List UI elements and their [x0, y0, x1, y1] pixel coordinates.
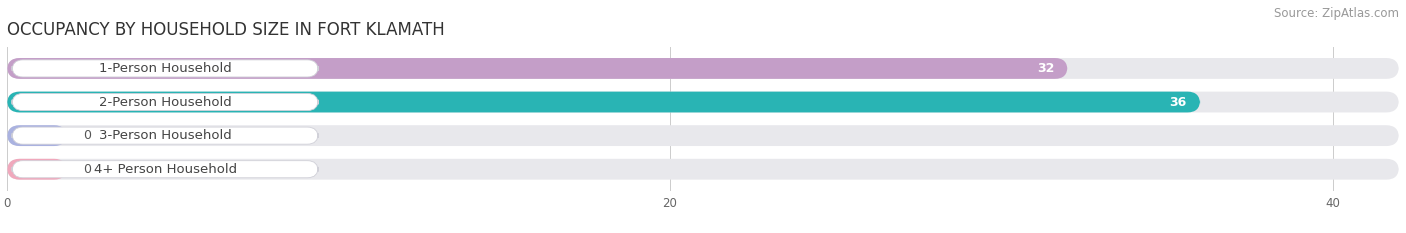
Text: 3-Person Household: 3-Person Household [98, 129, 232, 142]
FancyBboxPatch shape [7, 159, 66, 180]
FancyBboxPatch shape [13, 93, 318, 111]
FancyBboxPatch shape [13, 60, 318, 77]
Text: Source: ZipAtlas.com: Source: ZipAtlas.com [1274, 7, 1399, 20]
FancyBboxPatch shape [7, 92, 1201, 113]
FancyBboxPatch shape [7, 58, 1399, 79]
Text: 2-Person Household: 2-Person Household [98, 96, 232, 109]
Text: 32: 32 [1036, 62, 1054, 75]
Text: 1-Person Household: 1-Person Household [98, 62, 232, 75]
FancyBboxPatch shape [13, 127, 318, 144]
Text: 36: 36 [1170, 96, 1187, 109]
Text: 0: 0 [83, 163, 91, 176]
FancyBboxPatch shape [7, 125, 66, 146]
FancyBboxPatch shape [7, 159, 1399, 180]
Text: OCCUPANCY BY HOUSEHOLD SIZE IN FORT KLAMATH: OCCUPANCY BY HOUSEHOLD SIZE IN FORT KLAM… [7, 21, 444, 39]
FancyBboxPatch shape [7, 58, 1067, 79]
FancyBboxPatch shape [13, 161, 318, 178]
Text: 4+ Person Household: 4+ Person Household [94, 163, 236, 176]
FancyBboxPatch shape [7, 92, 1399, 113]
FancyBboxPatch shape [7, 125, 1399, 146]
Text: 0: 0 [83, 129, 91, 142]
